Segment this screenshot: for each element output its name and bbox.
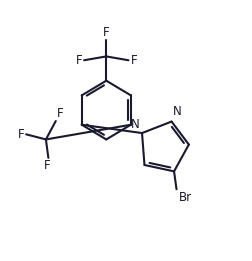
Text: F: F: [57, 107, 64, 120]
Text: F: F: [131, 54, 137, 67]
Text: F: F: [44, 159, 50, 172]
Text: F: F: [103, 26, 110, 39]
Text: Br: Br: [178, 191, 192, 204]
Text: N: N: [173, 105, 182, 118]
Text: F: F: [76, 54, 82, 67]
Text: F: F: [18, 128, 24, 141]
Text: N: N: [131, 118, 140, 131]
